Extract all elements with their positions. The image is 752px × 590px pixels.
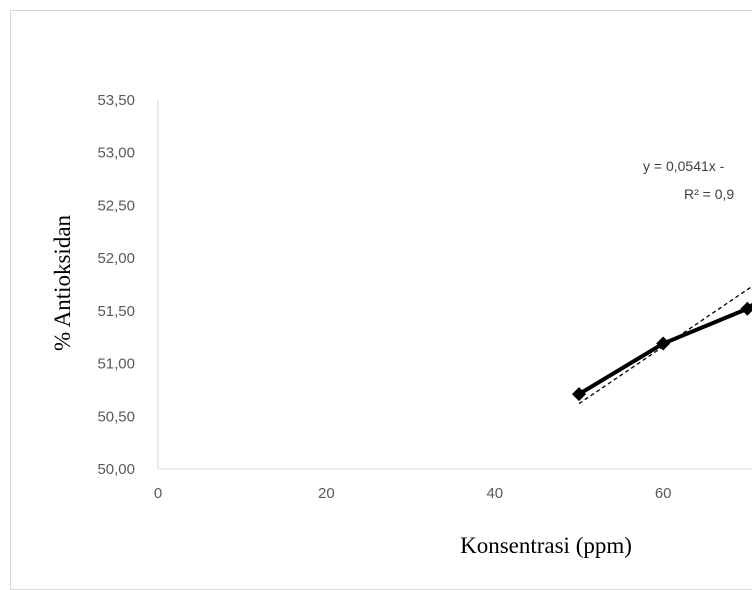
y-tick-label: 53,50 [97,92,135,109]
x-axis-title: Konsentrasi (ppm) [460,533,632,558]
data-point-marker [740,301,752,316]
x-tick-label: 20 [318,485,335,502]
trendline-r2: R² = 0,9 [684,186,734,202]
y-tick-label: 51,00 [97,356,135,373]
y-tick-labels: 50,00 50,50 51,00 51,50 52,00 52,50 53,00 53,50 [97,92,135,478]
y-axis-title: % Antioksidan [50,214,75,351]
data-series [572,301,752,402]
x-tick-label: 40 [486,485,503,502]
y-tick-label: 53,00 [97,145,135,162]
y-tick-label: 52,50 [97,197,135,214]
data-point-marker [656,336,671,351]
y-tick-label: 50,50 [97,408,135,425]
data-point-marker [572,387,586,402]
x-tick-label: 0 [154,485,162,502]
trendline [578,285,752,405]
y-tick-label: 51,50 [97,303,135,320]
series-line [577,302,752,396]
x-tick-labels: 0 20 40 60 [154,485,672,502]
x-tick-label: 60 [655,485,672,502]
trendline-line [578,285,752,405]
chart-svg: 50,00 50,50 51,00 51,50 52,00 52,50 53,00 53,50… [50,92,752,558]
y-tick-label: 50,00 [97,461,135,478]
y-tick-label: 52,00 [97,250,135,267]
trendline-equation: y = 0,0541x - [643,158,725,174]
chart-area [10,10,752,590]
